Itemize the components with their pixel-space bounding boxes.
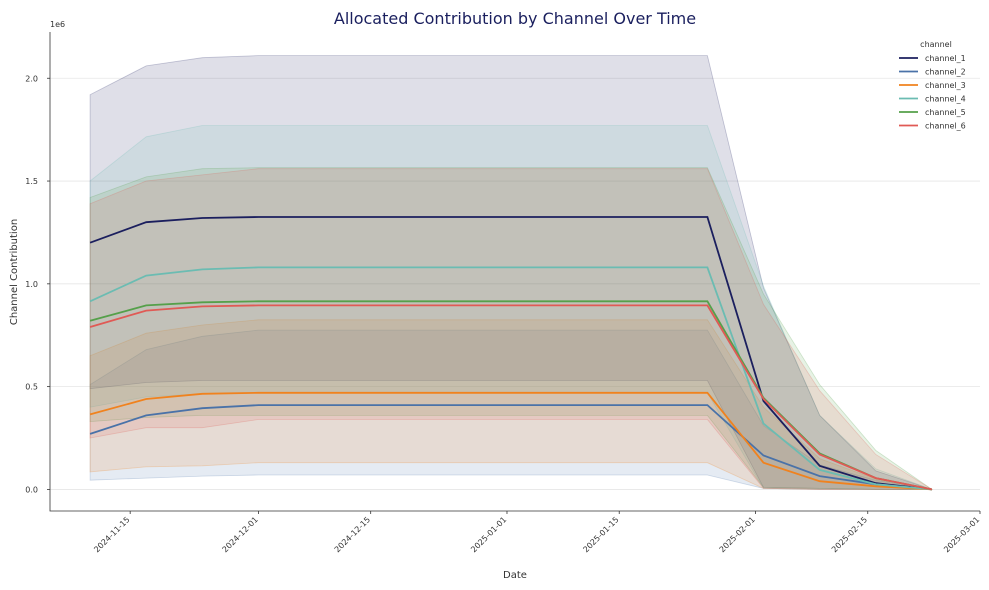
legend-items: channel_1 channel_2 channel_3 channel_4chan… [899, 54, 966, 131]
line-channel_4 [89, 266, 932, 491]
x-ticks: 2024-11-15 2024-12-01 2024-12-15 2025-01-01… [92, 511, 981, 554]
confidence-bands [89, 55, 934, 490]
y-tick-label: 0.5 [25, 383, 38, 392]
y-offset-label: 1e6 [50, 20, 65, 29]
y-axis-label: Channel Contribution [9, 219, 20, 325]
line-channel_1 [89, 216, 932, 491]
axes [49, 32, 980, 512]
legend-label-channel_1: channel_1 [925, 54, 966, 63]
chart-title: Allocated Contribution by Channel Over T… [334, 9, 696, 28]
series-lines [89, 216, 933, 491]
legend-label-channel_3: channel_3 [925, 81, 966, 90]
x-tick-label: 2025-03-01 [942, 515, 981, 554]
axis-spines [49, 32, 980, 512]
legend-title: channel [920, 40, 952, 49]
line-channel_3 [89, 391, 932, 491]
x-tick-label: 2024-12-15 [333, 515, 372, 554]
x-tick-label: 2025-01-01 [469, 515, 508, 554]
legend-label-channel_6: channel_6 [925, 122, 966, 131]
legend-label-channel_2: channel_2 [925, 68, 966, 77]
x-axis-label: Date [503, 570, 527, 581]
y-tick-label: 2.0 [25, 74, 38, 83]
x-tick-label: 2025-02-01 [718, 515, 757, 554]
x-tick-label: 2024-11-15 [92, 515, 131, 554]
x-tick-label: 2025-01-15 [581, 515, 620, 554]
x-tick-label: 2025-02-15 [830, 515, 869, 554]
y-tick-label: 1.5 [25, 177, 38, 186]
grid [50, 77, 980, 490]
band-channel_1 [89, 55, 933, 490]
x-tick-label: 2024-12-01 [221, 515, 260, 554]
band-channel_2 [89, 329, 932, 490]
y-tick-label: 1.0 [25, 280, 38, 289]
y-ticks: 0.0 0.5 1.0 1.5 2.0 [25, 74, 50, 494]
legend: channel channel_1channel_2channel_3chann… [899, 40, 966, 131]
y-tick-label: 0.0 [25, 485, 38, 494]
line-channel_6 [89, 304, 933, 491]
legend-label-channel_5: channel_5 [925, 108, 966, 117]
line-channel_2 [89, 404, 932, 491]
legend-label-channel_4: channel_4 [925, 95, 966, 104]
